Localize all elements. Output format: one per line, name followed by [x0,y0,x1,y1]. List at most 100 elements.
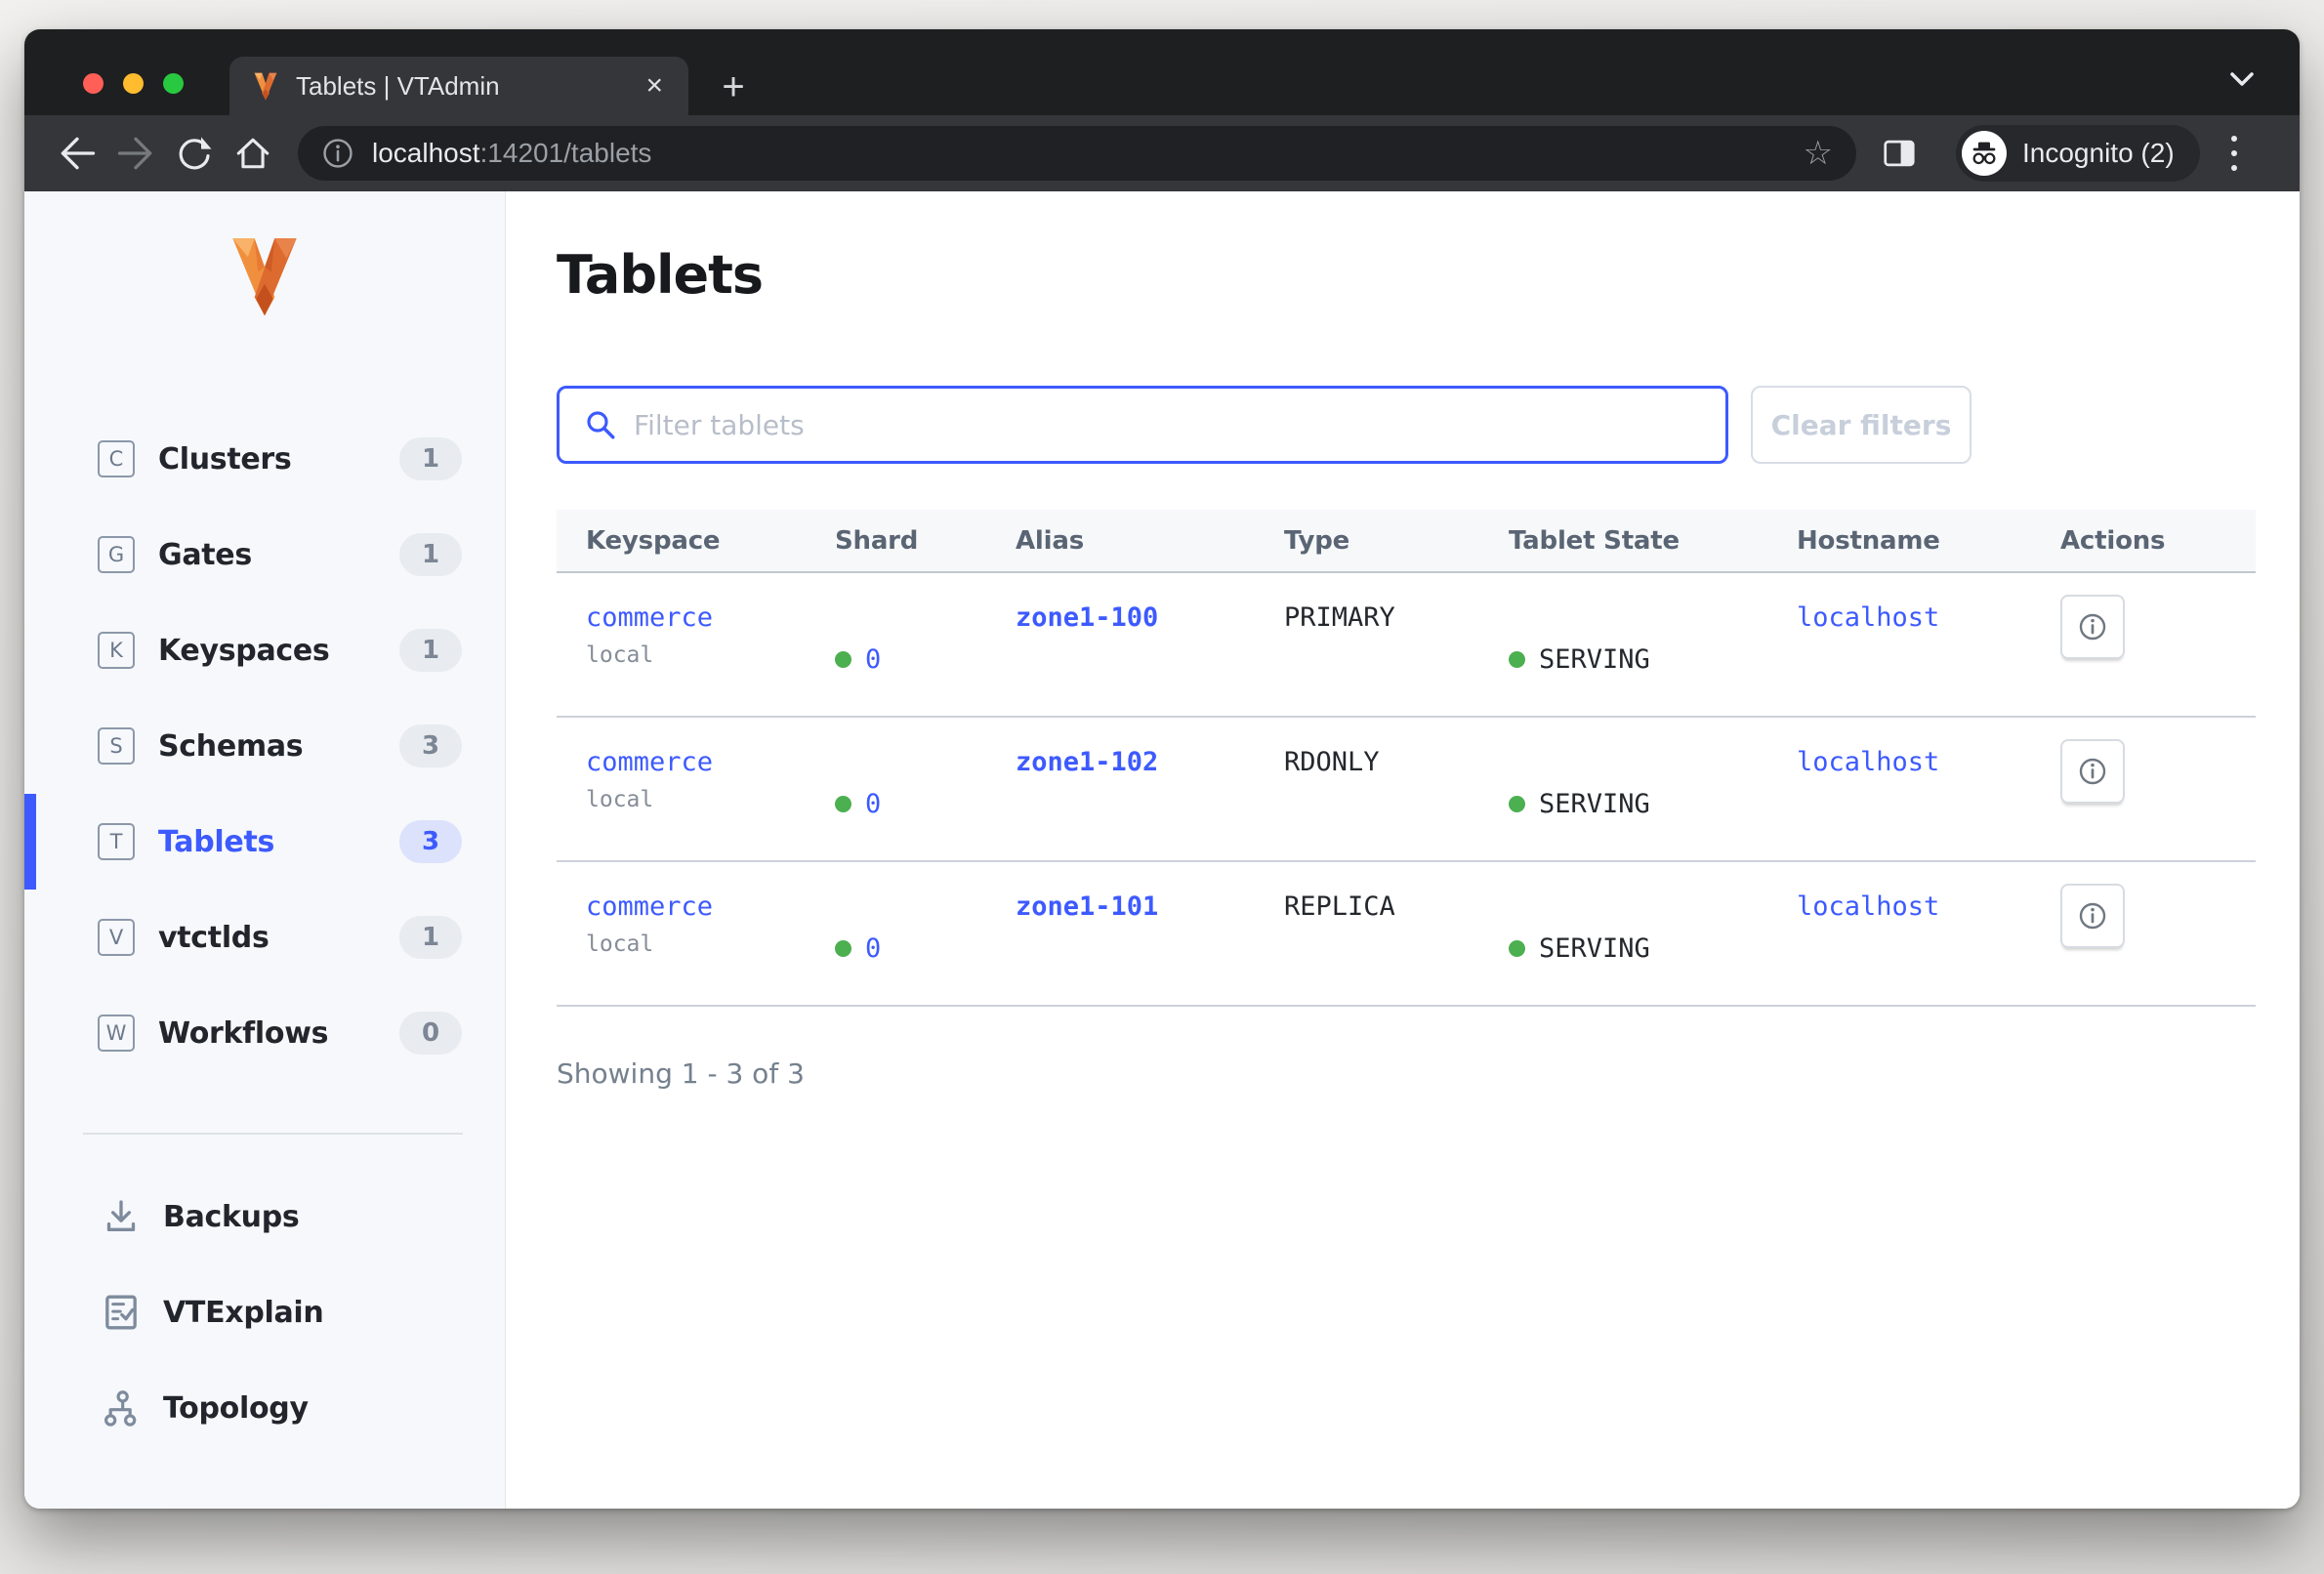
incognito-icon [1962,131,2007,176]
count-badge: 3 [399,820,462,863]
tablet-state: SERVING [1539,643,1650,675]
gates-icon: G [98,536,135,573]
home-icon[interactable] [224,124,282,183]
tablets-table: Keyspace Shard Alias Type Tablet State H… [557,510,2256,1007]
shard-status-dot-icon [835,795,851,812]
shard-link[interactable]: 0 [865,932,882,964]
sidebar-item-vtctlds[interactable]: V vtctlds 1 [24,890,505,985]
sidebar-item-keyspaces[interactable]: K Keyspaces 1 [24,602,505,698]
cluster-label: local [586,932,654,957]
keyspaces-icon: K [98,632,135,669]
filter-box [557,386,1728,464]
new-tab-button[interactable]: + [722,64,745,108]
bookmark-star-icon[interactable]: ☆ [1803,134,1833,173]
keyspace-link[interactable]: commerce [586,602,714,633]
browser-tab[interactable]: Tablets | VTAdmin × [229,57,688,115]
site-info-icon[interactable] [321,137,354,170]
vtctlds-icon: V [98,919,135,956]
keyspace-link[interactable]: commerce [586,891,714,922]
sidebar-secondary-nav: Backups VTExplain [24,1169,505,1456]
back-icon[interactable] [48,124,106,183]
count-badge: 3 [399,725,462,767]
column-alias: Alias [1016,525,1084,556]
sidebar: C Clusters 1 G Gates 1 K Keyspaces 1 [24,191,506,1509]
row-info-button[interactable] [2060,595,2125,659]
shard-link[interactable]: 0 [865,788,882,819]
sidebar-item-clusters[interactable]: C Clusters 1 [24,411,505,507]
topology-icon [101,1388,142,1429]
row-info-button[interactable] [2060,884,2125,948]
tablet-type: PRIMARY [1284,602,1395,633]
sidebar-nav: C Clusters 1 G Gates 1 K Keyspaces 1 [24,411,505,1081]
alias-link[interactable]: zone1-100 [1016,602,1159,633]
active-indicator [24,794,36,890]
shard-status-dot-icon [835,650,851,668]
minimize-window-button[interactable] [123,73,144,94]
browser-window: Tablets | VTAdmin × + [24,29,2300,1509]
hostname-link[interactable]: localhost [1797,747,1940,777]
sidebar-item-tablets[interactable]: T Tablets 3 [24,794,505,890]
sidebar-item-schemas[interactable]: S Schemas 3 [24,698,505,794]
incognito-badge: Incognito (2) [1956,125,2200,182]
url-path: :14201/tablets [479,138,652,168]
search-icon [583,407,618,442]
tablet-type: REPLICA [1284,891,1395,922]
maximize-window-button[interactable] [163,73,184,94]
address-bar[interactable]: localhost:14201/tablets ☆ [298,126,1856,181]
tab-search-chevron-icon[interactable] [2225,68,2259,92]
count-badge: 1 [399,629,462,672]
cluster-label: local [586,787,654,812]
alias-link[interactable]: zone1-102 [1016,747,1159,777]
state-status-dot-icon [1509,939,1525,957]
state-status-dot-icon [1509,795,1525,812]
tablet-state: SERVING [1539,788,1650,819]
sidebar-item-gates[interactable]: G Gates 1 [24,507,505,602]
hostname-link[interactable]: localhost [1797,602,1940,633]
table-row: commerce local 0 zone1-101 REPLICA SERVI… [557,862,2256,1007]
count-badge: 1 [399,437,462,480]
table-row: commerce local 0 zone1-100 PRIMARY SERVI… [557,573,2256,718]
column-type: Type [1284,525,1350,556]
page-title: Tablets [557,244,764,306]
count-badge: 0 [399,1012,462,1055]
incognito-label: Incognito (2) [2022,138,2175,168]
side-panel-icon[interactable] [1870,124,1929,183]
column-hostname: Hostname [1797,525,1940,556]
url-host: localhost [372,138,480,168]
document-check-icon [101,1292,142,1333]
sidebar-item-backups[interactable]: Backups [24,1169,505,1264]
vitess-logo-icon[interactable] [24,191,505,322]
keyspace-link[interactable]: commerce [586,747,714,777]
results-summary: Showing 1 - 3 of 3 [557,1057,805,1090]
close-tab-icon[interactable]: × [645,69,663,102]
tablet-type: RDONLY [1284,747,1380,777]
shard-link[interactable]: 0 [865,643,882,675]
reload-icon[interactable] [165,124,224,183]
row-info-button[interactable] [2060,739,2125,804]
filter-tablets-input[interactable] [634,408,1702,441]
browser-toolbar: localhost:14201/tablets ☆ Incognito (2) [24,115,2300,191]
main-content: Tablets Clear filters Keyspace Sh [506,191,2300,1509]
hostname-link[interactable]: localhost [1797,891,1940,922]
tablets-icon: T [98,823,135,860]
count-badge: 1 [399,533,462,576]
sidebar-item-vtexplain[interactable]: VTExplain [24,1264,505,1360]
workflows-icon: W [98,1015,135,1052]
tab-title: Tablets | VTAdmin [296,70,500,101]
cluster-label: local [586,642,654,668]
tab-strip: Tablets | VTAdmin × + [24,29,2300,115]
clear-filters-button[interactable]: Clear filters [1751,386,1971,464]
forward-icon[interactable] [106,124,165,183]
sidebar-item-topology[interactable]: Topology [24,1360,505,1456]
close-window-button[interactable] [83,73,104,94]
shard-status-dot-icon [835,939,851,957]
table-header: Keyspace Shard Alias Type Tablet State H… [557,510,2256,573]
browser-menu-icon[interactable] [2225,130,2243,177]
sidebar-item-workflows[interactable]: W Workflows 0 [24,985,505,1081]
sidebar-divider [83,1133,463,1135]
url-text: localhost:14201/tablets [372,138,1786,169]
count-badge: 1 [399,916,462,959]
vitess-favicon-icon [251,71,280,101]
column-shard: Shard [835,525,919,556]
alias-link[interactable]: zone1-101 [1016,891,1159,922]
